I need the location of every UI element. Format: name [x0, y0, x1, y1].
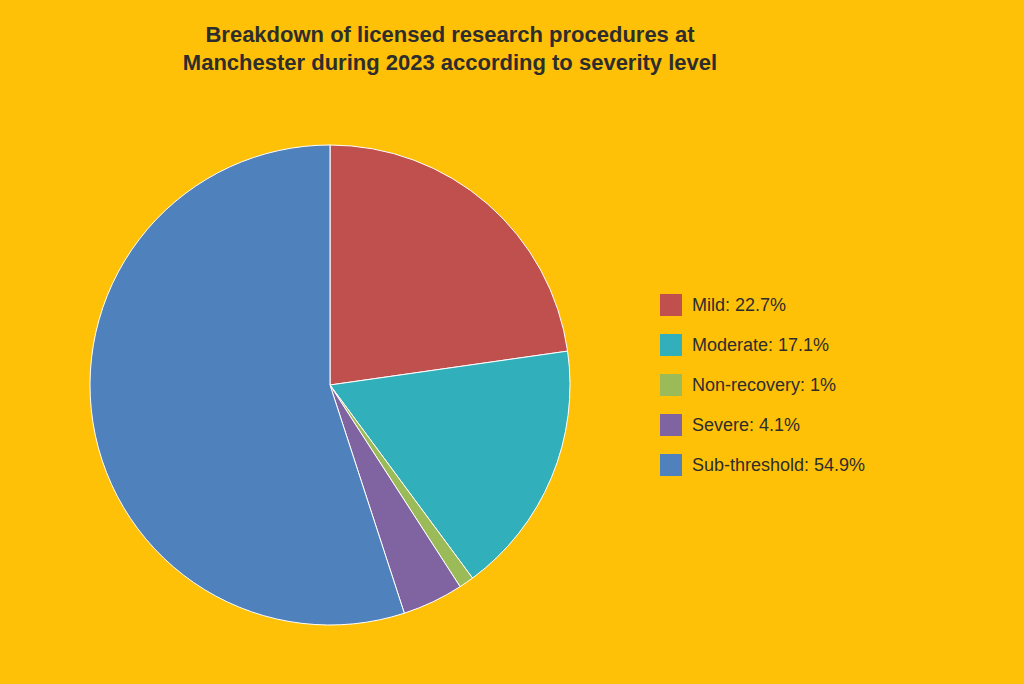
legend: Mild: 22.7% Moderate: 17.1% Non-recovery: …	[660, 294, 865, 476]
legend-swatch	[660, 334, 682, 356]
background	[0, 0, 1024, 684]
legend-label: Non-recovery: 1%	[692, 375, 836, 395]
legend-label: Moderate: 17.1%	[692, 335, 829, 355]
pie-slice	[90, 145, 404, 625]
legend-swatch	[660, 454, 682, 476]
legend-label: Mild: 22.7%	[692, 295, 786, 315]
legend-swatch	[660, 414, 682, 436]
legend-label: Sub-threshold: 54.9%	[692, 455, 865, 475]
legend-swatch	[660, 374, 682, 396]
pie-slice	[330, 145, 568, 385]
chart-svg: Breakdown of licensed research procedure…	[0, 0, 1024, 684]
title: Breakdown of licensed research procedure…	[183, 22, 717, 75]
pie	[90, 145, 570, 625]
legend-swatch	[660, 294, 682, 316]
chart-container: Breakdown of licensed research procedure…	[0, 0, 1024, 684]
legend-label: Severe: 4.1%	[692, 415, 800, 435]
